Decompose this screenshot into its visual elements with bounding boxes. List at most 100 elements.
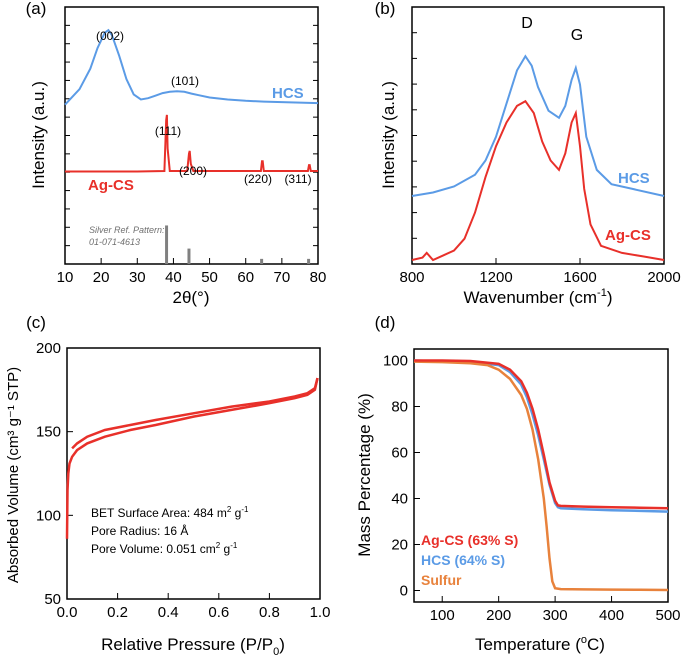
- panel-a-series: [64, 28, 319, 264]
- panel-c: (c) 0.0 0.2 0.4 0.6 0.8 1.0 50 100 150 200 Absorb…: [5, 313, 330, 658]
- legend-agcs-b: Ag-CS: [605, 227, 651, 244]
- panel-b-ticks: 800 1200 1600 2000: [399, 32, 681, 286]
- annotation-111: (111): [155, 124, 181, 138]
- b-xtick-label: 1600: [563, 269, 596, 286]
- legend-hcs-b: HCS: [618, 170, 650, 187]
- legend-agcs-a: Ag-CS: [88, 177, 134, 194]
- bet-sup2: -1: [241, 505, 249, 514]
- panel-a-xlabel: 2θ(°): [172, 288, 209, 307]
- tga-line-sulfur: [413, 360, 669, 592]
- pv-text: Pore Volume: 0.051 cm: [91, 542, 216, 556]
- pv-mid: g: [220, 542, 230, 556]
- d-ytick-label: 80: [391, 399, 408, 416]
- panel-c-series: [65, 377, 319, 539]
- b-xtick-label: 800: [399, 269, 424, 286]
- bet-text: BET Surface Area: 484 m: [91, 506, 227, 520]
- pv-sup2: -1: [230, 541, 238, 550]
- a-xtick-label: 10: [57, 269, 74, 286]
- d-ytick-label: 0: [400, 583, 408, 600]
- ref-pattern-label-1: Silver Ref. Pattern:: [89, 225, 165, 235]
- ref-pattern-label-2: 01-071-4613: [89, 237, 140, 247]
- panel-d-ticks: 100 200 300 400 500 0 20 40 60 80 100: [383, 353, 681, 625]
- annotation-101: (101): [171, 74, 199, 88]
- tga-line-ag-cs-s-: [414, 359, 669, 510]
- tga-line-hcs-s-: [413, 359, 669, 513]
- panel-b-xlabel-text: Wavenumber (cm: [464, 288, 598, 307]
- a-xtick-label: 30: [129, 269, 146, 286]
- panel-a-ylabel: Intensity (a.u.): [29, 81, 48, 189]
- b-xtick-label: 2000: [647, 269, 680, 286]
- d-xtick-label: 300: [543, 607, 568, 624]
- series-line-hcs: [411, 54, 665, 197]
- panel-d-series: [413, 359, 669, 592]
- pv-sup: 2: [216, 541, 221, 550]
- c-xtick-label: 0.6: [208, 604, 229, 621]
- a-xtick-label: 70: [274, 269, 291, 286]
- c-xtick-label: 0.2: [107, 604, 128, 621]
- panel-b-xlabel: Wavenumber (cm-1): [464, 287, 613, 307]
- c-ytick-label: 50: [44, 591, 61, 608]
- panel-b-frame: [411, 6, 665, 265]
- pore-volume: Pore Volume: 0.051 cm2 g-1: [91, 541, 238, 556]
- d-ytick-label: 20: [391, 537, 408, 554]
- series-line-ag-cs: [411, 99, 665, 262]
- panel-d-xlabel-text: Temperature (: [475, 635, 581, 654]
- c-xtick-label: 0.8: [259, 604, 280, 621]
- panel-c-xlabel-end: ): [279, 635, 285, 654]
- d-ytick-label: 60: [391, 445, 408, 462]
- c-ytick-label: 150: [36, 424, 61, 441]
- series-line-ag-cs: [65, 114, 318, 173]
- panel-d-frame: [413, 348, 669, 603]
- d-xtick-label: 400: [599, 607, 624, 624]
- panel-d-label: (d): [375, 313, 396, 332]
- panel-d-xlabel-sup: o: [581, 634, 587, 646]
- pore-radius: Pore Radius: 16 Å: [91, 523, 188, 538]
- legend-sulfur-d: Sulfur: [421, 572, 462, 588]
- d-ytick-label: 100: [383, 353, 408, 370]
- c-xtick-label: 0.4: [158, 604, 179, 621]
- series-line-hcs: [64, 28, 319, 106]
- annotation-311: (311): [284, 172, 311, 186]
- panel-c-xlabel: Relative Pressure (P/P0): [101, 635, 285, 658]
- b-xtick-label: 1200: [479, 269, 512, 286]
- panel-c-frame: [66, 347, 321, 600]
- c-xtick-label: 1.0: [310, 604, 331, 621]
- annotation-200: (200): [179, 164, 207, 178]
- panel-c-xlabel-text: Relative Pressure (P/P: [101, 635, 273, 654]
- c-xtick-label: 0.0: [57, 604, 78, 621]
- c-ytick-label: 200: [36, 340, 61, 357]
- legend-hcs-d: HCS (64% S): [421, 552, 505, 568]
- a-xtick-label: 20: [93, 269, 110, 286]
- bet-surface-area: BET Surface Area: 484 m2 g-1: [91, 505, 249, 520]
- panel-b-xlabel-end: ): [607, 288, 613, 307]
- legend-agcs-d: Ag-CS (63% S): [421, 532, 518, 548]
- panel-a-ticks: 10 20 30 40 50 60 70 80: [57, 24, 327, 286]
- d-xtick-label: 100: [430, 607, 455, 624]
- annotation-220: (220): [244, 172, 272, 186]
- panel-d-ylabel: Mass Percentage (%): [355, 393, 374, 556]
- panel-a: (a) 10 20 30 40 50 60 70 80 Intensity (a.u.) 2θ…: [26, 0, 327, 307]
- legend-hcs-a: HCS: [272, 85, 304, 102]
- a-xtick-label: 60: [237, 269, 254, 286]
- annotation-g: G: [571, 27, 583, 44]
- panel-a-label: (a): [26, 0, 47, 18]
- d-xtick-label: 500: [655, 607, 680, 624]
- panel-c-ylabel: Absorbed Volume (cm³ g⁻¹ STP): [5, 367, 22, 583]
- a-xtick-label: 80: [310, 269, 327, 286]
- bet-sup: 2: [227, 505, 232, 514]
- d-ytick-label: 40: [391, 491, 408, 508]
- panel-c-ticks: 0.0 0.2 0.4 0.6 0.8 1.0 50 100 150 200: [36, 340, 330, 621]
- panel-d: (d) 100 200 300 400 500 0 20 40 60 80 100 Mass Per…: [355, 313, 681, 654]
- isotherm-desorption: [71, 377, 319, 450]
- panel-d-xlabel: Temperature (oC): [475, 634, 605, 654]
- panel-b-ylabel: Intensity (a.u.): [379, 81, 398, 189]
- annotation-002: (002): [96, 29, 124, 43]
- a-xtick-label: 40: [165, 269, 182, 286]
- bet-mid: g: [231, 506, 241, 520]
- panel-b-series: [411, 54, 665, 262]
- c-ytick-label: 100: [36, 507, 61, 524]
- panel-c-xlabel-sub: 0: [273, 646, 279, 658]
- panel-b-label: (b): [375, 0, 396, 18]
- annotation-d: D: [521, 15, 533, 32]
